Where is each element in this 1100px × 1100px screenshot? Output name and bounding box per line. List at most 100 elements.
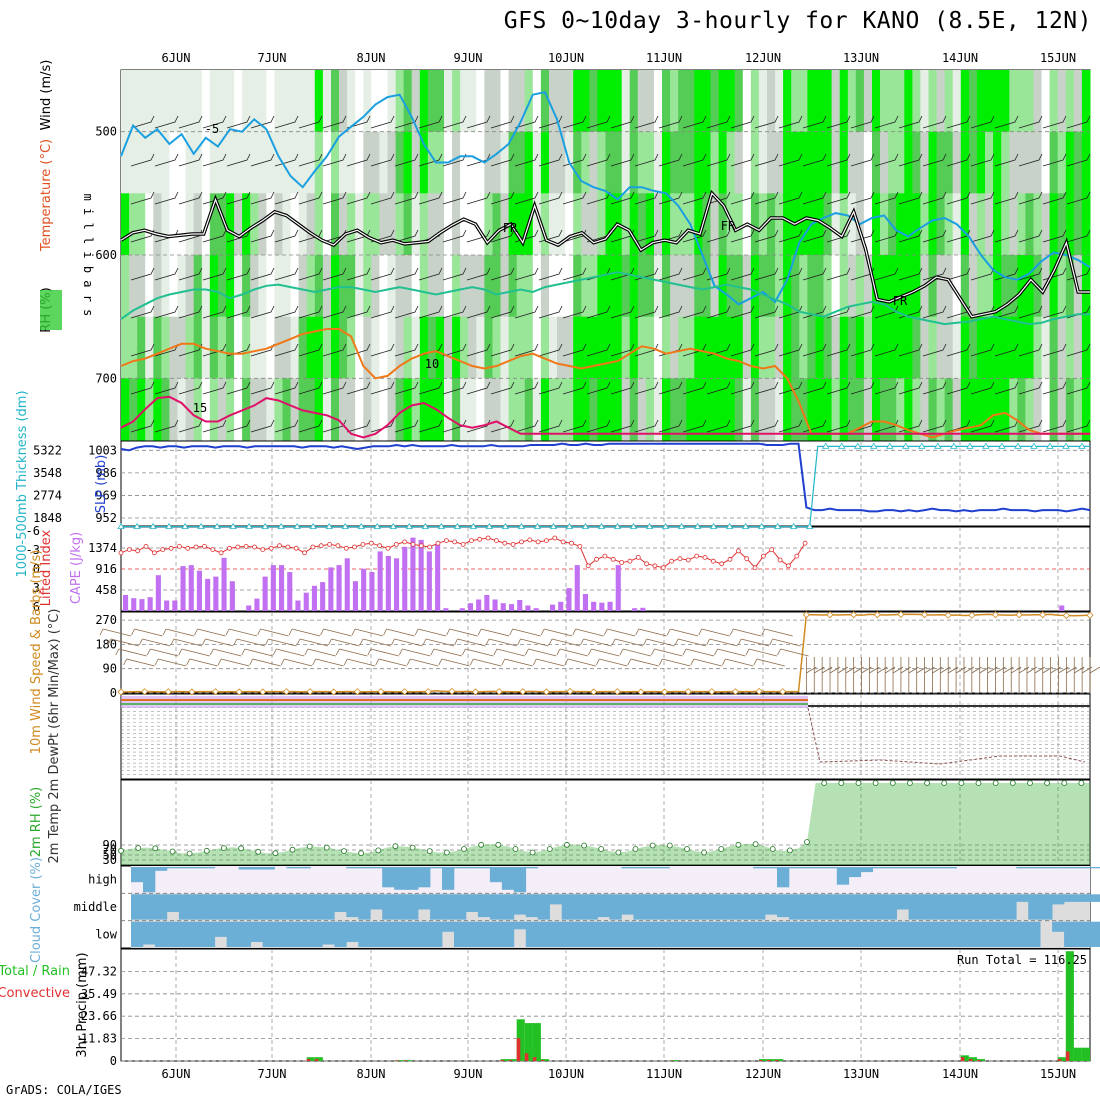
wind-barb [298, 153, 323, 167]
rh-cell [129, 316, 138, 379]
cloud-bar-low [489, 921, 503, 947]
cloud-bar-middle [274, 894, 287, 920]
rh-cell [403, 193, 413, 256]
wind-barb-10m [635, 628, 667, 637]
wind-barb-10m [233, 638, 266, 647]
lifted-index-marker [493, 538, 499, 543]
wind-barb [1042, 343, 1067, 357]
rh-cell [1033, 70, 1043, 133]
rh-cell [758, 378, 768, 441]
rh-cell [993, 193, 1002, 256]
wind-barb [946, 343, 971, 357]
wind-barb [226, 381, 251, 395]
wind-barb [274, 419, 299, 433]
cloud-bar-low [274, 921, 287, 947]
cape-bar [303, 592, 309, 611]
rh-cell [169, 70, 178, 133]
rh-cell [557, 316, 566, 379]
rh-cell [444, 316, 453, 379]
rh-cell [217, 378, 227, 441]
wind-barb [778, 115, 803, 129]
rh-cell [952, 70, 962, 133]
x-tick-top-15JUN: 15JUN [1040, 51, 1076, 65]
dewpt-line-after [807, 707, 1086, 765]
rh-cell [605, 70, 615, 133]
wind-barb [850, 153, 875, 167]
rh-cell [322, 70, 332, 133]
wind-barb [802, 305, 827, 319]
wind-barb [658, 381, 683, 395]
wind-barb-10m [422, 638, 455, 647]
rh-cell [742, 131, 752, 194]
rh-cell [767, 70, 776, 133]
lifted-index-marker [468, 538, 474, 543]
rh-cell [872, 193, 881, 256]
rh-cell [274, 255, 283, 318]
wind-barb [442, 115, 467, 129]
cape-bar [615, 565, 621, 611]
wind-barb [562, 343, 587, 357]
wind-barb [298, 229, 323, 243]
thickness-marker [950, 442, 958, 449]
rh-cell [944, 255, 954, 318]
rh2m-marker [461, 846, 467, 852]
cloud-bar-low [394, 921, 407, 947]
rh-cell [823, 316, 833, 379]
rh-cell [395, 193, 405, 256]
rh-cell [460, 255, 469, 318]
lifted-index-marker [210, 547, 216, 552]
rh-cell [427, 131, 437, 194]
cloud-bar-low [908, 921, 921, 947]
rh-cell [791, 316, 800, 379]
rh-cell [621, 193, 631, 256]
rh-cell [605, 193, 615, 256]
wind-barb-10m [280, 658, 313, 667]
precip-convective-bar [524, 1053, 529, 1061]
cape-bar [188, 565, 194, 611]
wind-barb [226, 305, 251, 319]
thickness-marker [133, 522, 141, 530]
cape-bar [484, 595, 490, 611]
rh-cell [1057, 316, 1067, 379]
wind-barb [946, 419, 971, 433]
rh-cell [880, 193, 889, 256]
rh-cell [880, 255, 889, 318]
cloud-bar-middle [860, 894, 873, 920]
rh-cell [581, 378, 590, 441]
rh-cell [460, 70, 469, 133]
cloud-bar-middle [143, 894, 156, 920]
y-tick-slp-952: 952 [95, 511, 117, 525]
lifted-index-marker [585, 563, 591, 569]
rh-cell [767, 131, 776, 194]
precip-convective-bar [758, 1060, 763, 1061]
slp-line [120, 442, 1091, 513]
wind-barb [874, 343, 899, 357]
wind-barb [850, 229, 875, 243]
rh-cell [266, 193, 275, 256]
y-tick-cape-1374: 1374 [88, 541, 117, 555]
cape-bar [131, 598, 137, 611]
y2-tick-slp-2: 2774 [33, 488, 62, 502]
rh-cell [702, 70, 711, 133]
rh-cell [137, 255, 146, 318]
cape-bar [566, 588, 572, 611]
rh-cell [419, 316, 429, 379]
cloud-bar-middle [131, 894, 144, 920]
wind-barb [658, 267, 683, 281]
wind-barb [130, 191, 155, 205]
cape-bar [369, 572, 375, 611]
wind-barb-10m [438, 658, 470, 667]
rh-cell [912, 378, 921, 441]
rh-cell [1049, 378, 1059, 441]
wind-barb [346, 343, 371, 357]
wind-barb [274, 343, 299, 357]
lifted-index-marker [385, 545, 391, 551]
wind-barb [202, 381, 227, 395]
rh-cell [355, 378, 364, 441]
rh-cell [767, 378, 776, 441]
rh-cell [540, 316, 550, 379]
rh-cell [775, 131, 784, 194]
lifted-index-marker [769, 547, 775, 552]
wind-speed-marker [1086, 611, 1094, 619]
rh-cell [783, 193, 792, 256]
